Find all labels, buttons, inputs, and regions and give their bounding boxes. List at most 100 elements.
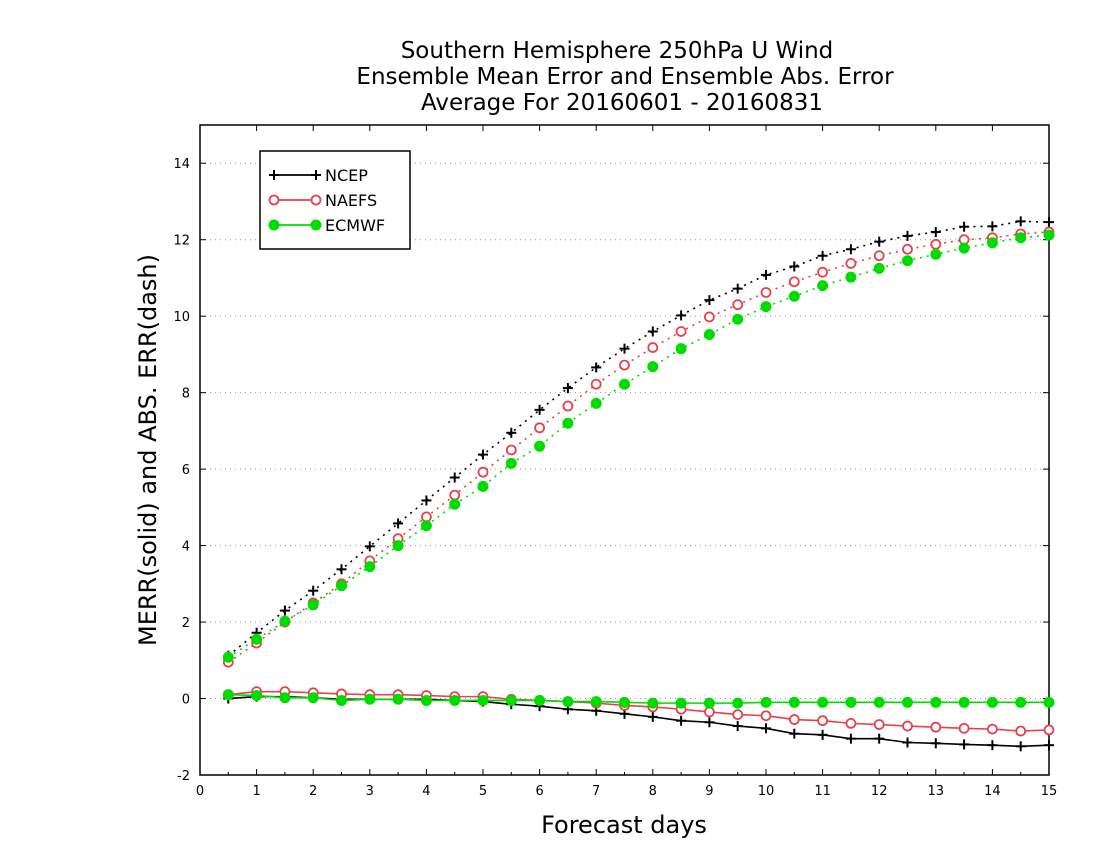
legend-marker	[268, 219, 280, 231]
ncep-abs-error-point	[902, 230, 913, 241]
naefs-abs-error-point	[788, 276, 800, 288]
naefs-abs-error-point	[647, 342, 659, 353]
ncep-abs-error-point	[478, 449, 488, 460]
ecmwf-abs-error-point	[873, 262, 885, 274]
ecmwf-mean-error-point	[251, 689, 263, 701]
ncep-mean-error-point	[987, 740, 998, 751]
ecmwf-mean-error-point	[675, 697, 687, 709]
ecmwf-mean-error-point	[279, 692, 291, 704]
naefs-mean-error-point	[902, 720, 913, 732]
ecmwf-mean-error-point	[817, 696, 829, 708]
ncep-mean-error-line	[228, 695, 1050, 748]
x-tick-label: 2	[309, 784, 317, 799]
naefs-abs-error-point	[675, 326, 687, 337]
naefs-abs-error-point	[477, 466, 489, 478]
ncep-abs-error-point	[732, 283, 743, 294]
series-ecmwf	[222, 229, 1055, 709]
ncep-abs-error-point	[874, 236, 885, 247]
ecmwf-mean-error-point	[845, 696, 857, 708]
ncep-abs-error-point	[987, 221, 998, 232]
ncep-mean-error-point	[902, 737, 913, 748]
ecmwf-mean-error-point	[647, 697, 659, 709]
chart-title-line-1: Southern Hemisphere 250hPa U Wind	[401, 38, 834, 64]
y-tick-label: 12	[173, 234, 190, 249]
ecmwf-abs-error-point	[222, 651, 234, 663]
naefs-abs-error-point	[732, 299, 744, 311]
ecmwf-abs-error-point	[703, 329, 715, 341]
ecmwf-mean-error-point	[590, 696, 602, 708]
naefs-mean-error-point	[817, 715, 828, 727]
y-tick-label: 4	[182, 540, 190, 555]
ncep-abs-error-point	[761, 269, 771, 280]
legend-marker	[311, 170, 321, 180]
ecmwf-abs-error-point	[760, 301, 772, 313]
ecmwf-mean-error-point	[222, 689, 234, 701]
ecmwf-mean-error-point	[873, 696, 885, 708]
ecmwf-abs-error-point	[732, 313, 744, 325]
ecmwf-abs-error-point	[1043, 229, 1055, 241]
ncep-abs-error-line	[227, 220, 1050, 657]
ncep-mean-error-point	[676, 715, 687, 726]
naefs-mean-error-point	[987, 723, 998, 735]
x-tick-label: 6	[535, 784, 543, 799]
ecmwf-mean-error-point	[958, 696, 970, 708]
legend-marker	[310, 194, 322, 206]
naefs-mean-error-point	[760, 710, 772, 722]
ncep-mean-error-point	[704, 717, 715, 728]
x-tick-label: 5	[479, 784, 487, 799]
naefs-abs-error-point	[619, 359, 630, 371]
naefs-mean-error-point	[1043, 724, 1055, 736]
x-tick-label: 15	[1041, 784, 1058, 799]
legend-item-naefs: NAEFS	[268, 191, 377, 210]
naefs-abs-error-point	[420, 511, 432, 523]
naefs-abs-error-point	[873, 250, 885, 262]
naefs-mean-error-point	[704, 706, 715, 718]
ncep-abs-error-point	[308, 585, 319, 596]
ecmwf-mean-error-point	[703, 697, 715, 709]
ecmwf-mean-error-point	[364, 693, 376, 705]
ecmwf-mean-error-point	[732, 697, 744, 709]
ecmwf-mean-error-point	[619, 696, 630, 708]
y-tick-label: 10	[173, 310, 190, 325]
naefs-abs-error-point	[562, 400, 574, 412]
y-tick-label: 8	[182, 387, 190, 402]
ecmwf-mean-error-point	[1015, 696, 1027, 708]
ncep-mean-error-point	[874, 733, 885, 744]
x-tick-label: 3	[366, 784, 374, 799]
ecmwf-abs-error-point	[505, 457, 517, 469]
ncep-abs-error-point	[676, 310, 687, 321]
ecmwf-mean-error-point	[788, 696, 800, 708]
legend-label: NAEFS	[325, 191, 377, 210]
ecmwf-abs-error-point	[534, 440, 546, 452]
ecmwf-mean-error-point	[930, 696, 942, 708]
legend-marker	[268, 194, 280, 206]
x-tick-label: 13	[928, 784, 945, 799]
legend-marker	[310, 219, 322, 231]
ncep-abs-error-point	[845, 244, 856, 255]
ecmwf-abs-error-point	[307, 599, 319, 611]
naefs-abs-error-line	[227, 231, 1050, 663]
naefs-mean-error-point	[958, 722, 970, 734]
chart-title: Southern Hemisphere 250hPa U Wind Ensemb…	[356, 38, 894, 116]
ecmwf-mean-error-point	[760, 696, 772, 708]
naefs-mean-error-point	[845, 717, 857, 729]
naefs-abs-error-point	[930, 238, 942, 250]
ncep-mean-error-point	[930, 738, 941, 749]
naefs-mean-error-point	[873, 719, 885, 730]
ecmwf-mean-error-point	[562, 696, 574, 708]
y-tick-label: 0	[182, 693, 190, 708]
ecmwf-abs-error-point	[562, 417, 574, 429]
ecmwf-abs-error-point	[958, 242, 970, 254]
legend-item-ecmwf: ECMWF	[268, 216, 385, 235]
ncep-abs-error-point	[421, 495, 432, 506]
ncep-mean-error-point	[1015, 741, 1026, 752]
ecmwf-mean-error-point	[986, 696, 998, 708]
ncep-mean-error-point	[789, 728, 800, 739]
x-tick-label: 11	[814, 784, 831, 799]
x-tick-label: 12	[871, 784, 888, 799]
naefs-mean-error-line	[228, 690, 1050, 732]
naefs-abs-error-point	[449, 489, 461, 501]
legend-label: ECMWF	[325, 216, 385, 235]
ecmwf-mean-error-point	[902, 696, 913, 708]
x-tick-label: 10	[758, 784, 775, 799]
